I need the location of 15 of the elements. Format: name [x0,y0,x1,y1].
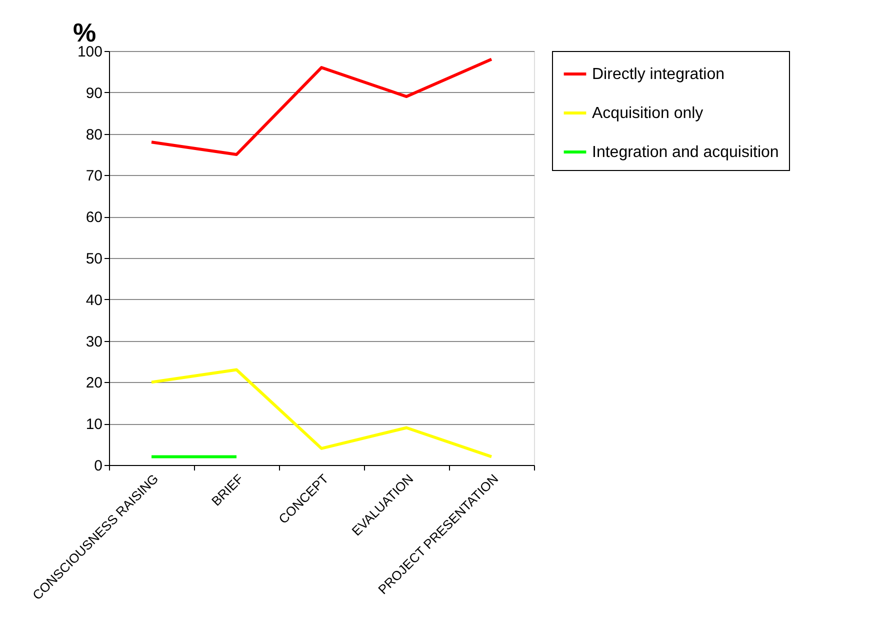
y-tick-label: 0 [94,458,102,474]
y-tick-label: 30 [86,333,102,350]
y-tick-label: 80 [86,126,102,144]
line-series [150,58,493,156]
y-tick-label: 90 [86,84,102,102]
y-tick-label: 40 [86,292,102,309]
y-tick-label: 70 [86,168,102,185]
y-tick-label: 20 [86,374,102,392]
y-tick-label: 50 [86,250,102,268]
y-tick-label: 60 [86,209,102,226]
legend-label: Acquisition only [592,105,704,122]
y-tick-label: 10 [86,416,102,434]
legend-label: Directly integration [592,66,724,83]
legend-label: Integration and acquisition [592,144,779,161]
line-series [150,368,493,458]
